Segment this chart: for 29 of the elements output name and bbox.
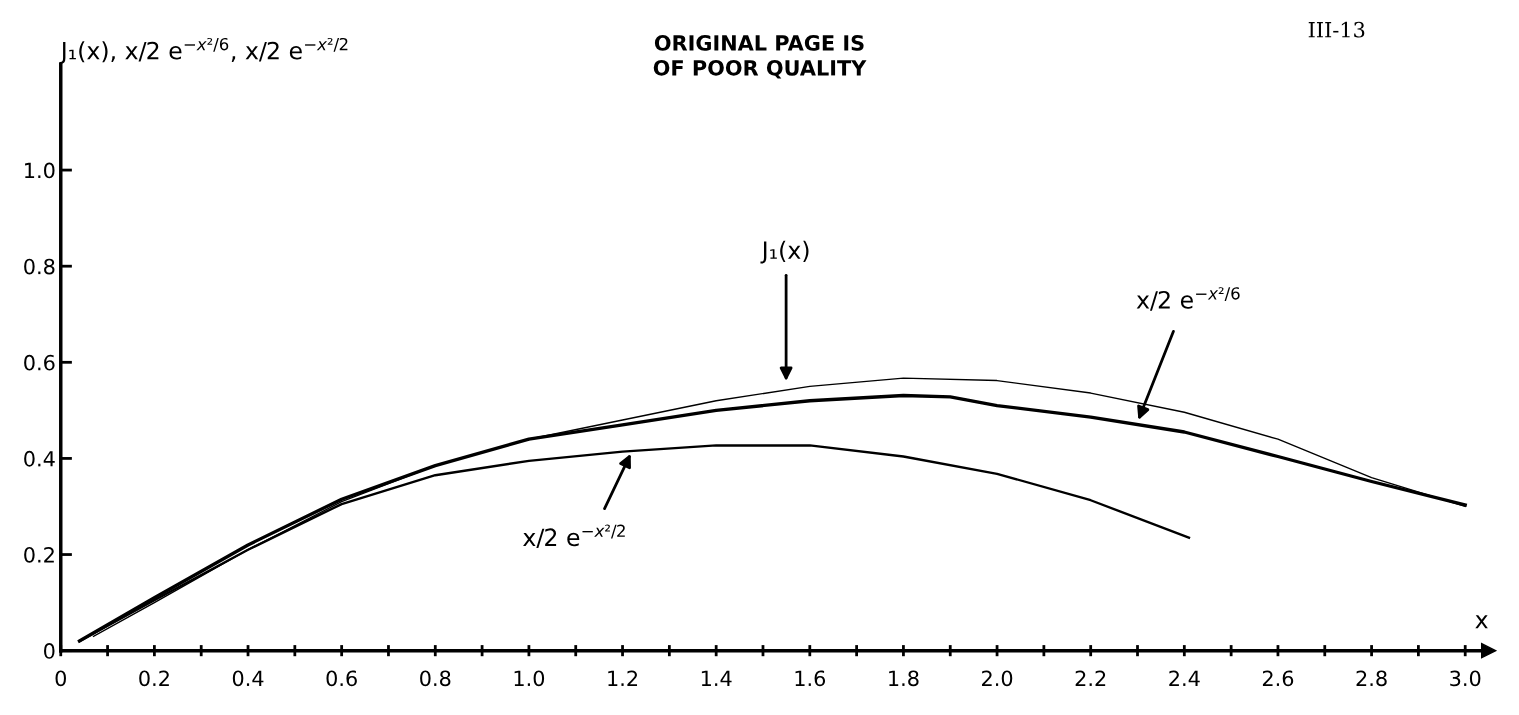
- annotation: x/2 e$^{−x²/6}$: [1136, 287, 1240, 311]
- annotation: J₁(x): [760, 240, 809, 264]
- x-tick-label: 0: [55, 670, 66, 687]
- x-tick-label: 2.0: [982, 670, 1013, 687]
- x-tick-label: 1.0: [514, 670, 545, 687]
- x-tick-label: 2.6: [1262, 670, 1294, 687]
- annotation: x/2 e$^{−x²/2}$: [523, 524, 625, 549]
- x-tick-label: 3.0: [1450, 670, 1481, 687]
- x-tick-label: 0.6: [326, 670, 357, 687]
- x-tick-label: 2.8: [1356, 670, 1387, 687]
- x-tick-label: 1.2: [608, 670, 638, 686]
- y-tick-label: 0.2: [24, 546, 54, 563]
- x-tick-label: 0.2: [139, 670, 169, 687]
- x-tick-label: 2.4: [1169, 670, 1200, 686]
- x-tick-label: 2.2: [1075, 670, 1106, 686]
- x-tick-label: 0.8: [420, 670, 451, 687]
- x-tick-label: 1.4: [701, 670, 732, 686]
- text: III-13: [1308, 21, 1365, 38]
- x-tick-label: 1.6: [795, 670, 826, 687]
- annotation: ORIGINAL PAGE IS OF POOR QUALITY: [653, 35, 867, 79]
- x-tick-label: 0.4: [232, 670, 264, 687]
- y-tick-label: 0: [44, 643, 55, 659]
- y-tick-label: 1.0: [25, 162, 55, 179]
- x-axis-title: x: [1475, 615, 1488, 629]
- y-tick-label: 0.6: [24, 354, 55, 371]
- y-tick-label: 0.8: [24, 258, 55, 275]
- x-tick-label: 1.8: [889, 670, 919, 687]
- y-tick-label: 0.4: [24, 450, 55, 467]
- y-axis-title: J₁(x), x/2 e$^{−x²/6}$, x/2 e$^{−x²/2}$: [59, 37, 348, 64]
